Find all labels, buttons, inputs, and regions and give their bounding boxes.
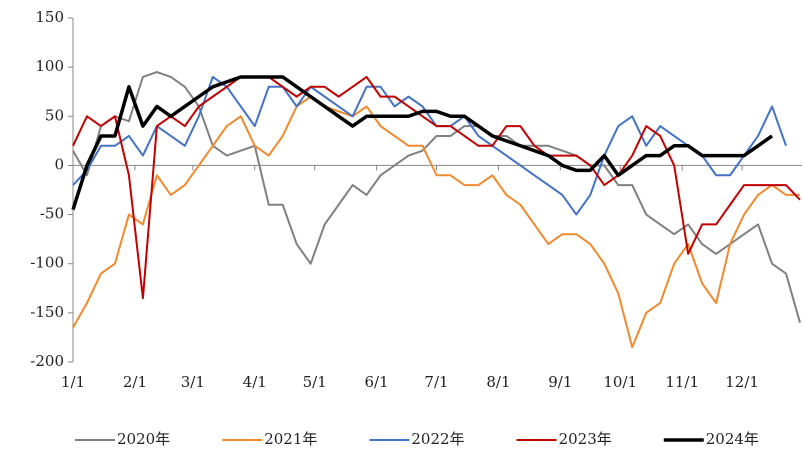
- x-tick-label: 4/1: [243, 373, 267, 391]
- y-tick-label: -50: [40, 205, 64, 223]
- series-line: [71, 75, 774, 211]
- x-tick-label: 8/1: [486, 373, 510, 391]
- x-tick-label: 1/1: [61, 373, 85, 391]
- x-tick-label: 7/1: [424, 373, 448, 391]
- x-tick-label: 5/1: [303, 373, 327, 391]
- series-line: [72, 95, 801, 349]
- x-tick-label: 3/1: [181, 373, 205, 391]
- x-tick-label: 12/1: [725, 373, 759, 391]
- legend-label: 2023年: [559, 430, 612, 448]
- legend-label: 2021年: [264, 430, 317, 448]
- x-tick-label: 10/1: [603, 373, 637, 391]
- legend-label: 2022年: [411, 430, 464, 448]
- series-line: [72, 75, 787, 216]
- legend-label: 2024年: [706, 430, 759, 448]
- y-tick-label: 150: [35, 8, 64, 26]
- x-tick-label: 2/1: [123, 373, 147, 391]
- x-tick-label: 6/1: [365, 373, 389, 391]
- y-tick-label: 0: [54, 155, 64, 173]
- legend-label: 2020年: [117, 430, 170, 448]
- y-tick-label: 50: [45, 106, 64, 124]
- x-tick-label: 11/1: [665, 373, 699, 391]
- y-tick-label: -200: [30, 352, 64, 370]
- y-tick-label: -150: [30, 303, 64, 321]
- series-line: [72, 75, 801, 300]
- y-tick-label: 100: [35, 57, 64, 75]
- x-tick-label: 9/1: [548, 373, 572, 391]
- y-tick-label: -100: [30, 254, 64, 272]
